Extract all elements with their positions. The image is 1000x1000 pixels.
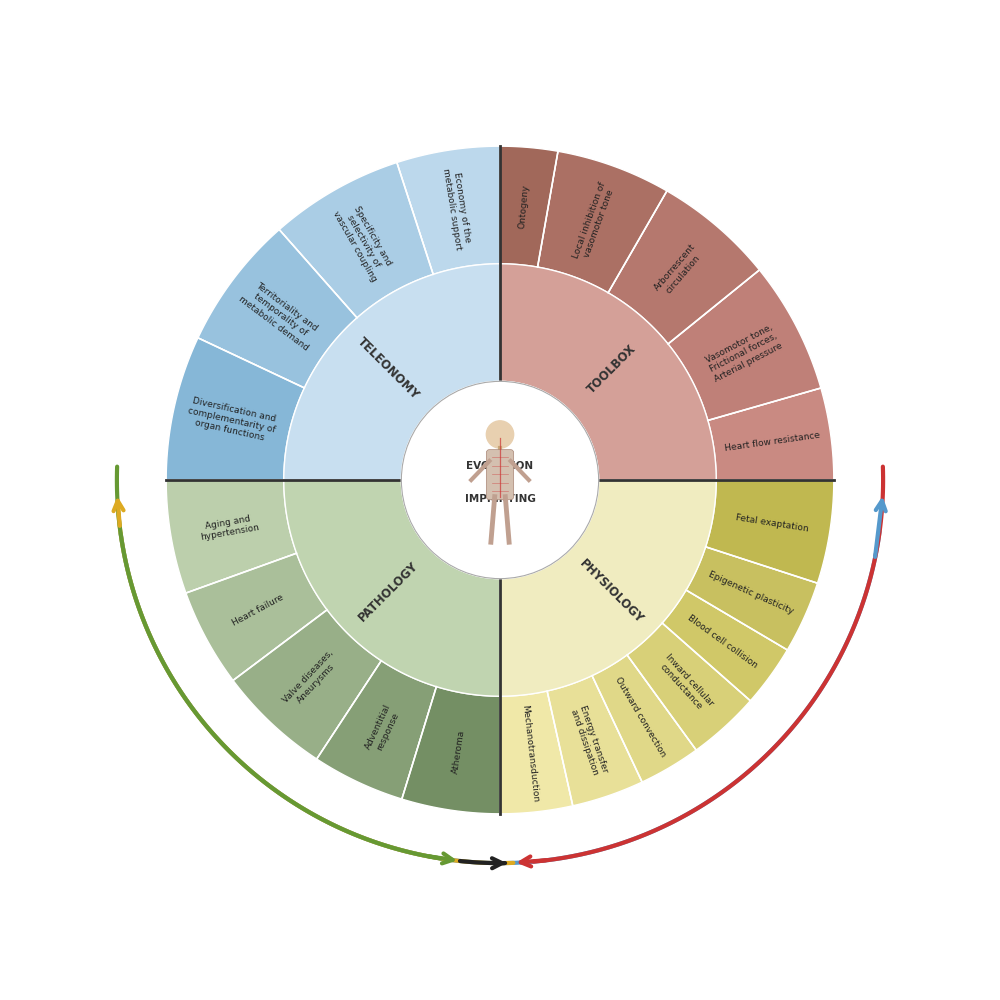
Polygon shape: [279, 163, 433, 318]
Text: Diversification and
complementarity of
organ functions: Diversification and complementarity of o…: [185, 396, 279, 444]
Polygon shape: [500, 691, 573, 814]
Polygon shape: [198, 230, 357, 388]
Polygon shape: [662, 590, 787, 701]
Text: Ontogeny: Ontogeny: [518, 184, 530, 229]
Polygon shape: [547, 676, 642, 806]
Text: Mechanotransduction: Mechanotransduction: [520, 704, 540, 803]
Polygon shape: [500, 480, 716, 696]
Polygon shape: [284, 264, 500, 480]
Circle shape: [401, 381, 599, 579]
Polygon shape: [538, 151, 667, 293]
Polygon shape: [627, 623, 750, 750]
Polygon shape: [317, 661, 436, 799]
Text: PHYSIOLOGY: PHYSIOLOGY: [577, 557, 646, 626]
FancyBboxPatch shape: [486, 450, 514, 500]
Text: Inward cellular
conductance: Inward cellular conductance: [655, 652, 715, 715]
Text: Energy transfer
and dissipation: Energy transfer and dissipation: [568, 704, 610, 777]
Text: Heart flow resistance: Heart flow resistance: [724, 431, 821, 453]
Polygon shape: [402, 687, 500, 814]
Polygon shape: [397, 146, 500, 274]
Text: Heart failure: Heart failure: [231, 593, 285, 628]
Polygon shape: [608, 191, 759, 344]
Polygon shape: [708, 388, 834, 480]
Text: Outward convection: Outward convection: [613, 675, 667, 758]
Text: Territoriality and
temporality of
metabolic demand: Territoriality and temporality of metabo…: [237, 277, 323, 352]
Text: IMPRINTING: IMPRINTING: [465, 494, 535, 504]
Polygon shape: [166, 338, 304, 480]
Text: PATHOLOGY: PATHOLOGY: [356, 559, 421, 624]
Text: Economy of the
metabolic support: Economy of the metabolic support: [441, 166, 473, 251]
Polygon shape: [186, 553, 327, 680]
Polygon shape: [233, 610, 381, 759]
Polygon shape: [500, 264, 716, 480]
Text: Physiological Reviews® © 2020: Physiological Reviews® © 2020: [20, 963, 270, 977]
Text: Adventitial
response: Adventitial response: [364, 702, 402, 755]
Text: Local inhibition of
vasomotor tone: Local inhibition of vasomotor tone: [571, 180, 617, 263]
Text: EVOLUTION: EVOLUTION: [466, 461, 534, 471]
Polygon shape: [166, 480, 297, 593]
Text: Epigenetic plasticity: Epigenetic plasticity: [707, 570, 795, 616]
Text: Blood cell collision: Blood cell collision: [686, 613, 759, 670]
Text: Specificity and
selectivity of
vascular coupling: Specificity and selectivity of vascular …: [331, 199, 396, 283]
Text: american
physiological
society: american physiological society: [896, 953, 960, 987]
Polygon shape: [686, 547, 817, 650]
Polygon shape: [500, 146, 558, 267]
Text: Atheroma: Atheroma: [451, 729, 467, 774]
Text: Vasomotor tone,
Frictional forces,
Arterial pressure: Vasomotor tone, Frictional forces, Arter…: [704, 322, 784, 384]
Text: TOOLBOX: TOOLBOX: [584, 342, 638, 396]
Polygon shape: [668, 270, 821, 420]
Text: Arborrescent
circulation: Arborrescent circulation: [652, 242, 705, 299]
Polygon shape: [592, 655, 696, 782]
Text: TELEONOMY: TELEONOMY: [355, 335, 422, 402]
Polygon shape: [706, 480, 834, 583]
Text: Fetal exaptation: Fetal exaptation: [735, 513, 809, 533]
Polygon shape: [284, 480, 500, 696]
Text: Valve diseases,
Aneurysms: Valve diseases, Aneurysms: [281, 649, 342, 712]
Circle shape: [486, 421, 514, 448]
Text: Aging and
hypertension: Aging and hypertension: [198, 513, 260, 542]
